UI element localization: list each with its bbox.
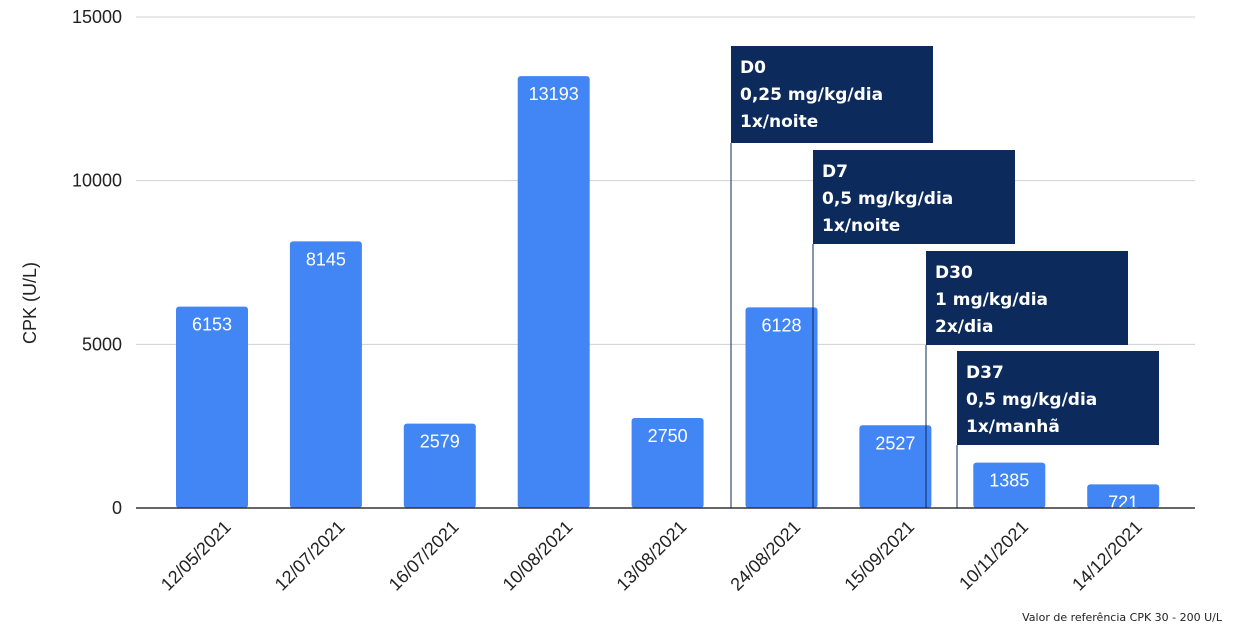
bar	[1087, 484, 1160, 508]
bar	[745, 307, 818, 508]
bar-value-label: 721	[1108, 492, 1138, 512]
annotation-box	[926, 251, 1128, 345]
annotation-box	[731, 46, 933, 143]
annotation-text: 1x/manhã	[966, 417, 1060, 437]
bar-value-label: 2750	[648, 426, 688, 446]
bar	[176, 306, 248, 508]
annotation-text: 0,5 mg/kg/dia	[966, 390, 1097, 410]
bars: 6153 8145 2579 13193 2750 6128 2527 1385 721	[176, 76, 1160, 512]
bar-value-label: 2527	[875, 433, 915, 453]
annotation-box	[813, 150, 1015, 244]
bar	[973, 462, 1046, 508]
reference-footnote: Valor de referência CPK 30 - 200 U/L	[1022, 611, 1223, 624]
annotation-text: D37	[966, 363, 1004, 383]
annotation-text: 1x/noite	[740, 112, 818, 132]
bar-value-label: 8145	[306, 249, 346, 269]
annotation-text: 1x/noite	[822, 216, 900, 236]
annotation-text: D30	[935, 263, 973, 283]
annotation-text: D7	[822, 162, 848, 182]
x-tick-label: 13/08/2021	[613, 517, 691, 595]
bar-value-label: 1385	[989, 471, 1029, 491]
x-tick-label: 14/12/2021	[1068, 517, 1146, 595]
annotation-text: D0	[740, 58, 766, 78]
x-axis-ticks: 12/05/2021 12/07/2021 16/07/2021 10/08/2021…	[157, 517, 1146, 595]
bar-value-label: 6153	[192, 315, 232, 335]
y-tick-label: 5000	[82, 334, 122, 354]
bar	[289, 241, 362, 508]
bar-value-label: 13193	[529, 84, 579, 104]
y-tick-label: 10000	[72, 171, 122, 191]
y-tick-label: 0	[112, 498, 122, 518]
annotation-text: 0,5 mg/kg/dia	[822, 189, 953, 209]
x-tick-label: 10/11/2021	[955, 517, 1032, 594]
x-tick-label: 24/08/2021	[726, 517, 804, 595]
bar	[631, 417, 704, 508]
x-tick-label: 16/07/2021	[385, 517, 463, 595]
annotation-text: 1 mg/kg/dia	[935, 290, 1048, 310]
x-tick-label: 15/09/2021	[840, 517, 918, 595]
bar-value-label: 2579	[420, 432, 460, 452]
bar-value-label: 6128	[761, 315, 801, 335]
bar	[403, 423, 476, 508]
y-axis-label: CPK (U/L)	[20, 262, 40, 344]
y-axis-ticks: 0 5000 10000 15000	[72, 7, 122, 518]
annotations: D0 0,25 mg/kg/dia 1x/noite D7 0,5 mg/kg/dia 1…	[730, 46, 1159, 508]
x-tick-label: 12/07/2021	[271, 517, 349, 595]
bar	[859, 425, 932, 508]
x-tick-label: 12/05/2021	[157, 517, 235, 595]
x-tick-label: 10/08/2021	[499, 517, 577, 595]
annotation-box	[957, 351, 1159, 445]
annotation-text: 0,25 mg/kg/dia	[740, 85, 883, 105]
annotation-text: 2x/dia	[935, 317, 993, 337]
y-tick-label: 15000	[72, 7, 122, 27]
bar	[517, 76, 590, 508]
